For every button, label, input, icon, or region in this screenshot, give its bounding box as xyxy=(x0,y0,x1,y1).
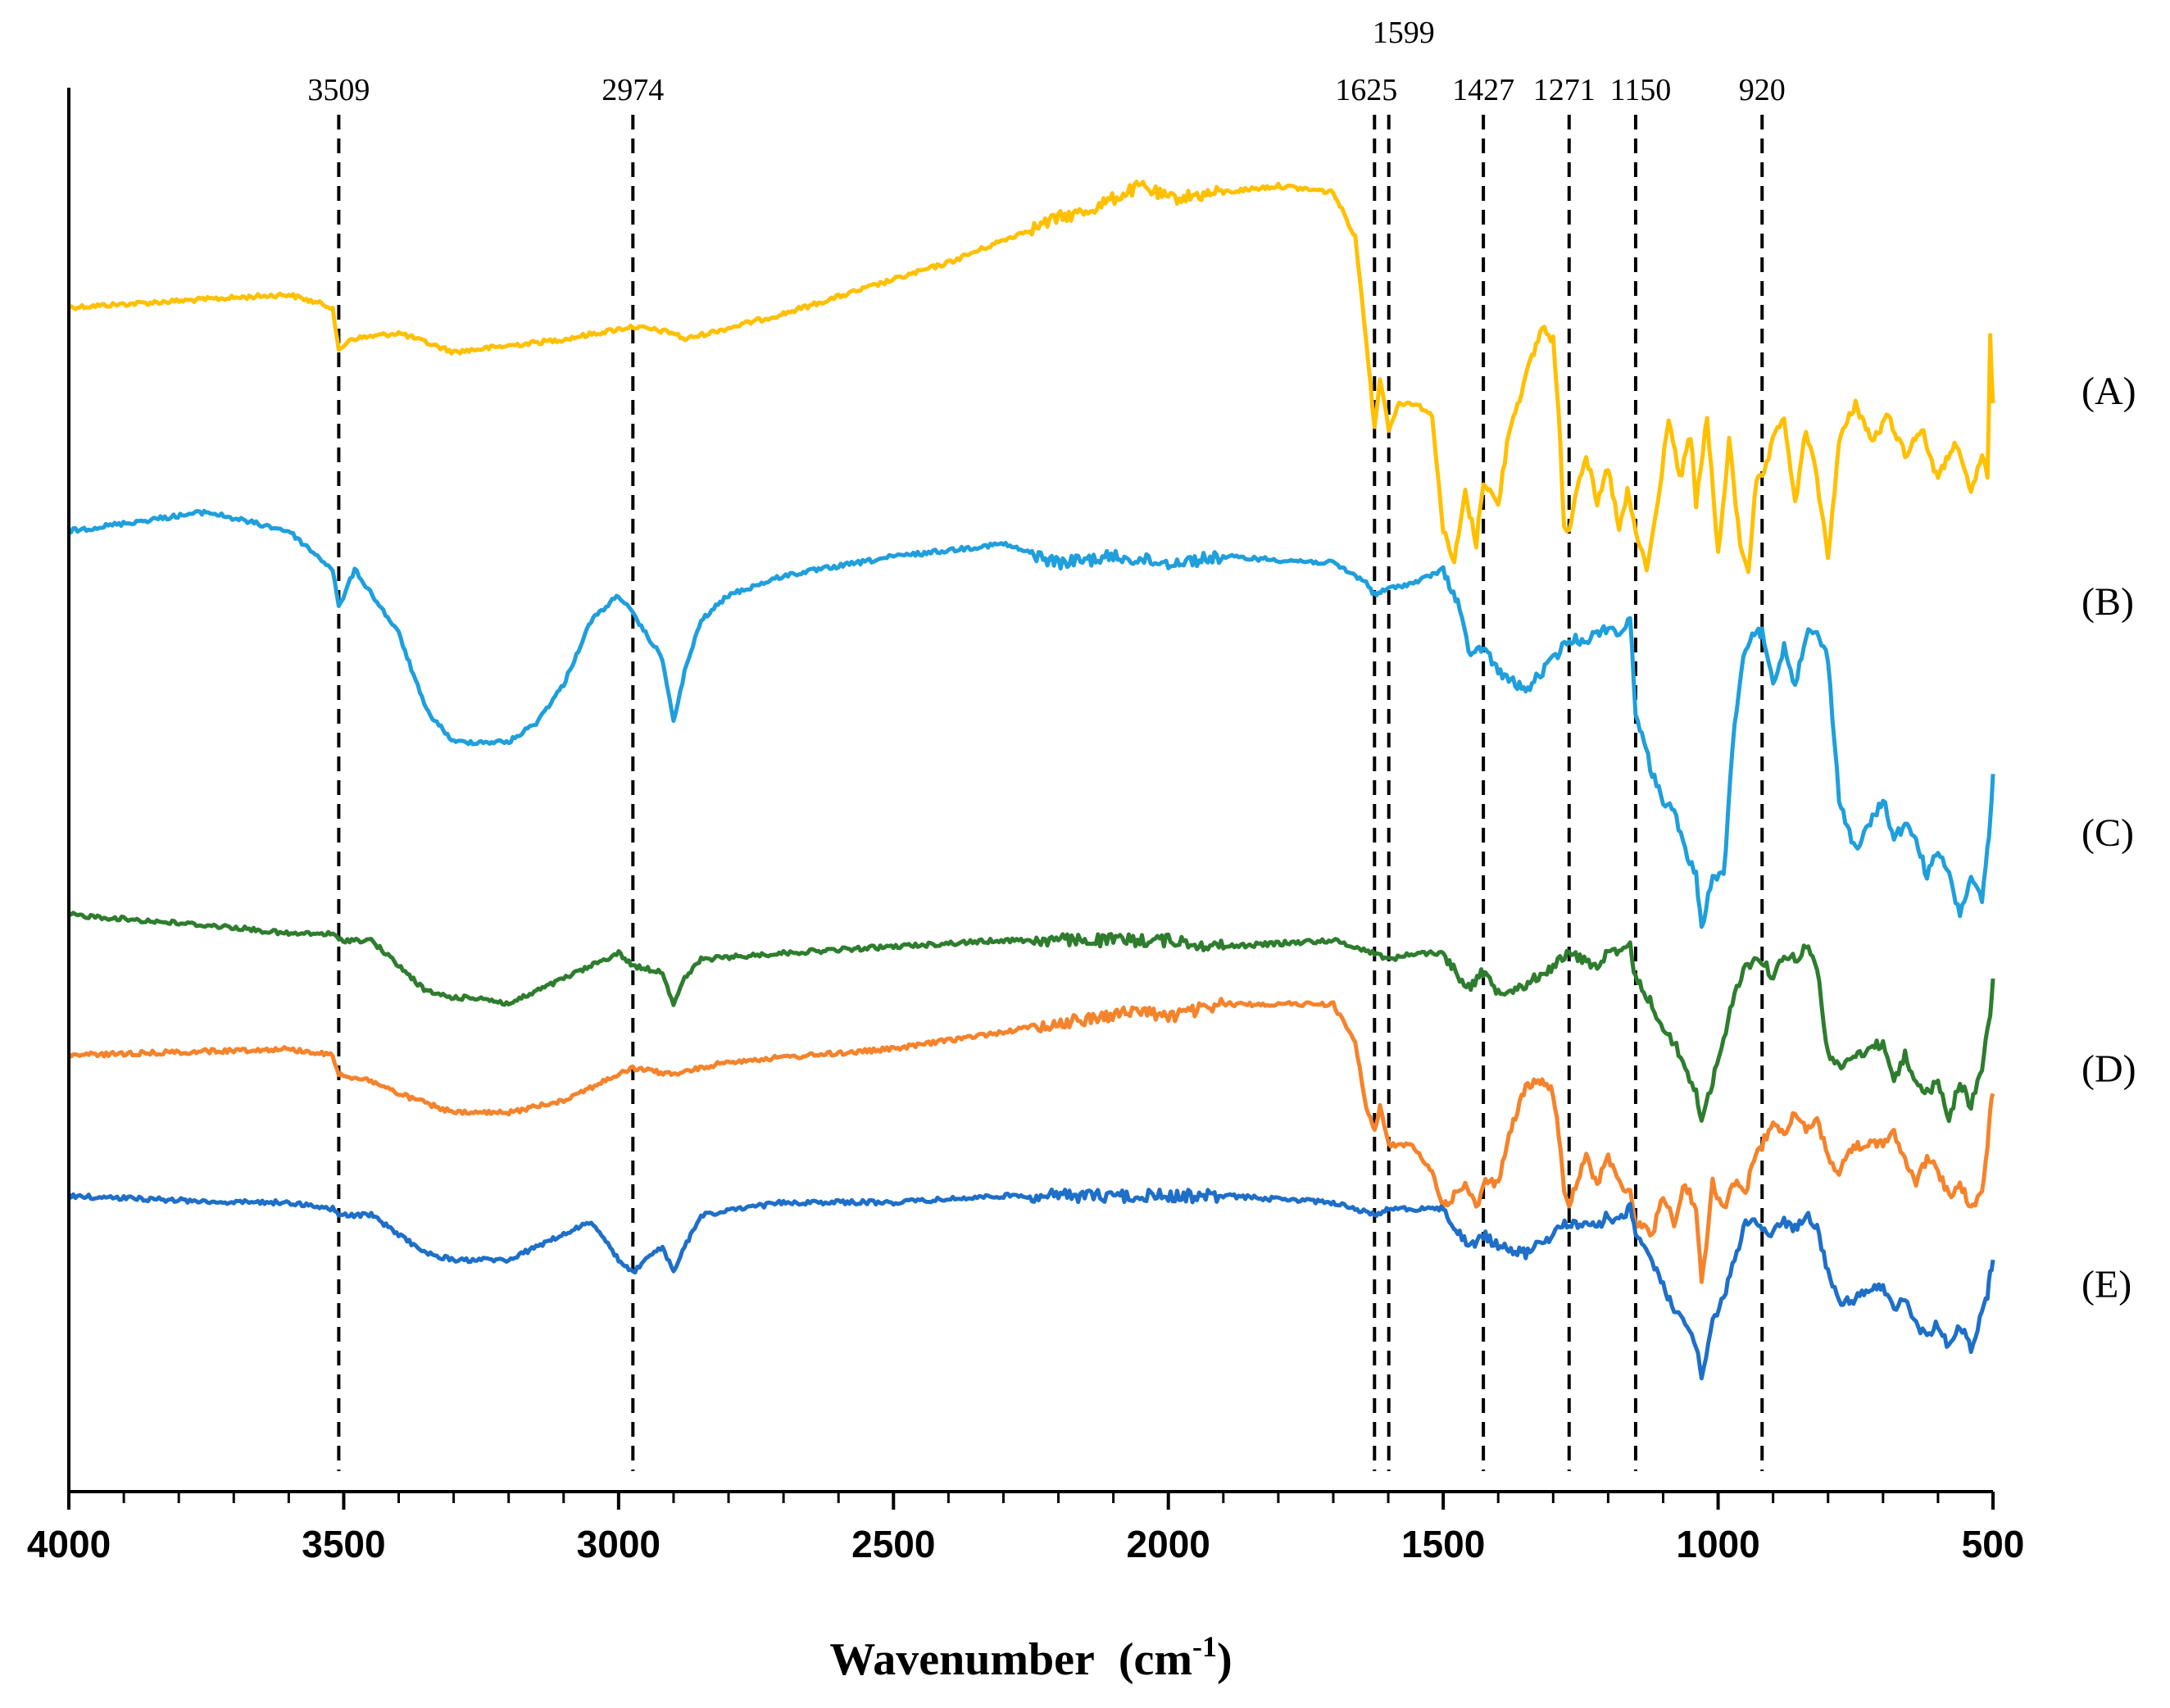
series-line-a xyxy=(67,179,1995,575)
peak-markers xyxy=(337,115,1764,1471)
x-tick-label: 2000 xyxy=(1127,1523,1210,1565)
x-tick-label: 4000 xyxy=(27,1523,111,1565)
peak-label: 2974 xyxy=(602,73,664,107)
series-line-e xyxy=(66,1188,1995,1381)
peak-label: 920 xyxy=(1739,73,1786,107)
series-label: (C) xyxy=(2081,811,2134,855)
peak-label: 3509 xyxy=(307,73,370,107)
peak-label: 1599 xyxy=(1373,16,1435,50)
peak-label: 1625 xyxy=(1335,73,1397,107)
series-line-c xyxy=(68,911,1995,1124)
series-label: (E) xyxy=(2081,1263,2131,1306)
axes xyxy=(67,88,1993,1493)
series-label: (D) xyxy=(2081,1047,2136,1091)
x-tick-labels: 4000 3500 3000 2500 2000 1500 1000 500 xyxy=(27,1523,2025,1565)
series-label: (A) xyxy=(2081,370,2136,413)
x-axis-title-unit-sup: -1 xyxy=(1192,1630,1217,1663)
x-tick-label: 2500 xyxy=(851,1523,935,1565)
series-label: (B) xyxy=(2081,580,2134,624)
x-tick-label: 1500 xyxy=(1401,1523,1485,1565)
x-axis-title-unit-end: ) xyxy=(1217,1634,1233,1685)
peak-label: 1150 xyxy=(1610,73,1672,107)
peak-labels: 3509 2974 1625 1599 1427 1271 1150 920 xyxy=(307,16,1785,107)
series-line-d xyxy=(67,997,1995,1284)
x-tick-label: 3000 xyxy=(577,1523,661,1565)
x-axis-title-unit: (cm xyxy=(1119,1634,1192,1685)
x-axis-title-main: Wavenumber xyxy=(829,1634,1094,1685)
x-tick-label: 1000 xyxy=(1676,1523,1759,1565)
spectra xyxy=(66,179,1995,1381)
peak-label: 1427 xyxy=(1452,73,1514,107)
series-labels: (A) (B) (C) (D) (E) xyxy=(2081,370,2136,1306)
x-tick-label: 3500 xyxy=(302,1523,385,1565)
series-line-b xyxy=(67,508,1995,929)
x-axis-title: Wavenumber (cm-1) xyxy=(829,1630,1232,1685)
x-tick-label: 500 xyxy=(1962,1523,2025,1565)
peak-label: 1271 xyxy=(1533,73,1596,107)
x-ticks xyxy=(67,1492,1995,1510)
